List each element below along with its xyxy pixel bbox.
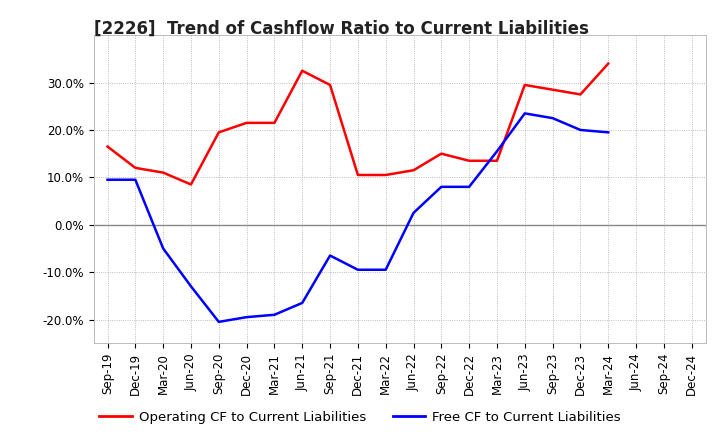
Legend: Operating CF to Current Liabilities, Free CF to Current Liabilities: Operating CF to Current Liabilities, Fre… [94, 405, 626, 429]
Text: [2226]  Trend of Cashflow Ratio to Current Liabilities: [2226] Trend of Cashflow Ratio to Curren… [94, 20, 588, 38]
